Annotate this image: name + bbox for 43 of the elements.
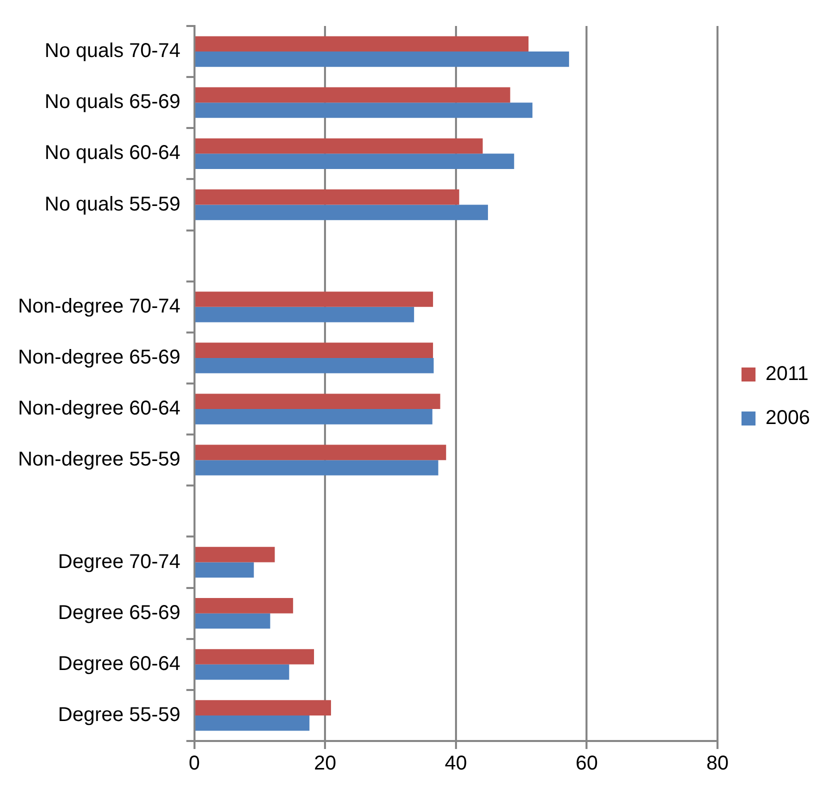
y-tick-label: Degree 55-59 [58, 704, 180, 726]
bar [195, 444, 446, 460]
bar [195, 87, 510, 103]
x-tick-label: 20 [314, 752, 336, 775]
bar [195, 52, 570, 67]
bar [195, 189, 460, 205]
bar [195, 36, 529, 52]
bar [195, 292, 434, 307]
x-tick-label: 40 [444, 752, 468, 775]
bar [195, 613, 270, 629]
y-tick-label: Non-degree 70-74 [18, 295, 180, 318]
bar [195, 460, 438, 476]
x-tick-label: 0 [188, 752, 200, 775]
bar [195, 409, 432, 424]
bar [195, 649, 314, 664]
legend-label: 2011 [766, 363, 809, 386]
bar [195, 715, 310, 731]
y-tick-label: Non-degree 65-69 [18, 346, 180, 368]
bar [195, 358, 434, 374]
y-tick-label: Non-degree 55-59 [18, 448, 180, 471]
bar [195, 342, 434, 358]
bar [195, 700, 332, 716]
y-tick-label: No quals 60-64 [44, 142, 180, 164]
bar [195, 154, 514, 169]
bar [195, 306, 414, 322]
y-tick-label: Degree 65-69 [58, 602, 180, 624]
bar [195, 138, 483, 154]
y-tick-label: No quals 65-69 [44, 91, 180, 114]
y-tick-label: Degree 70-74 [58, 550, 180, 573]
y-tick-label: Degree 60-64 [58, 652, 180, 675]
bar [195, 562, 254, 578]
x-tick-label: 60 [576, 752, 598, 775]
bar [195, 102, 532, 118]
bar [195, 664, 290, 680]
y-tick-label: No quals 55-59 [44, 193, 180, 216]
x-tick-label: 80 [706, 752, 729, 775]
legend-label: 2006 [766, 407, 810, 430]
bar [195, 598, 294, 614]
bar [195, 394, 440, 410]
bar [195, 546, 275, 562]
y-tick-label: Non-degree 60-64 [18, 398, 180, 420]
y-tick-label: No quals 70-74 [44, 40, 180, 62]
bar [195, 204, 488, 220]
